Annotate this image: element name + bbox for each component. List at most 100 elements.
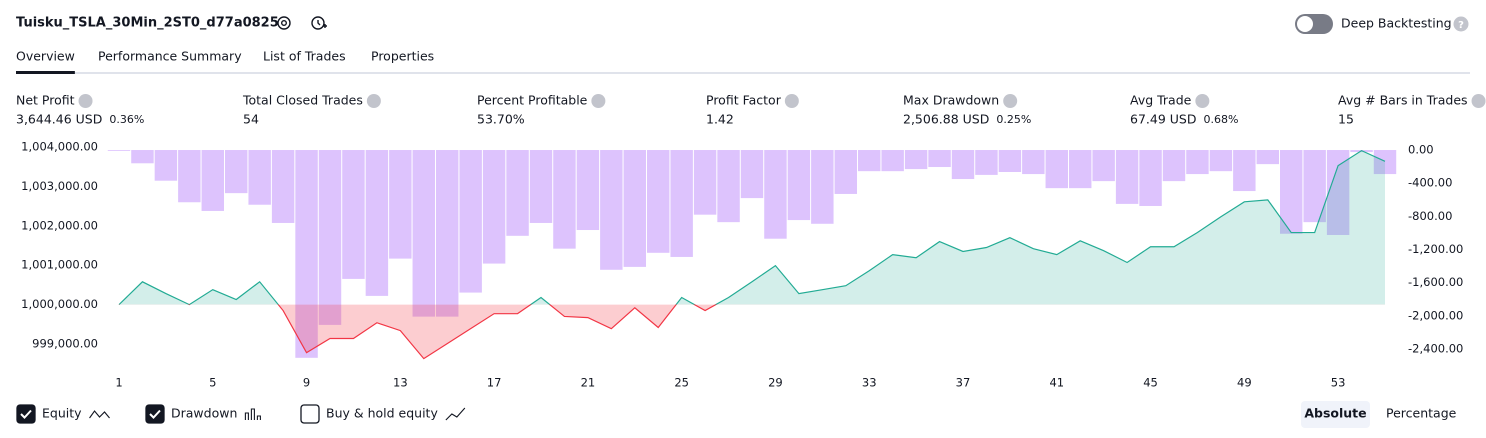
x-tick-label: 41 <box>1049 376 1064 390</box>
metric-label: Max Drawdown <box>903 93 999 108</box>
drawdown-bar <box>647 150 670 253</box>
y2-tick-label: -1,600.00 <box>1408 275 1463 289</box>
x-tick-label: 53 <box>1331 376 1346 390</box>
x-tick-label: 5 <box>209 376 216 390</box>
legend-icon <box>89 410 110 419</box>
y2-tick-label: -2,400.00 <box>1408 341 1463 355</box>
y-tick-label: 1,001,000.00 <box>21 258 98 272</box>
drawdown-bar <box>576 150 600 231</box>
y-tick-label: 1,000,000.00 <box>21 297 98 311</box>
tab[interactable]: Performance Summary <box>98 49 242 64</box>
drawdown-bar <box>858 150 881 172</box>
y-tick-label: 1,004,000.00 <box>21 140 98 154</box>
drawdown-bar <box>740 150 764 199</box>
y2-tick-label: 0.00 <box>1408 143 1434 157</box>
drawdown-bar <box>951 150 975 180</box>
drawdown-bar <box>928 150 951 168</box>
drawdown-bar <box>1233 150 1256 192</box>
drawdown-bar <box>1069 150 1092 189</box>
drawdown-bar <box>904 150 928 170</box>
drawdown-bar <box>881 150 904 172</box>
settings-icon[interactable] <box>277 16 291 30</box>
x-tick-label: 13 <box>393 376 408 390</box>
drawdown-bar <box>107 150 131 151</box>
info-icon[interactable] <box>1471 94 1486 108</box>
drawdown-bar <box>1139 150 1162 206</box>
y2-tick-label: -2,000.00 <box>1408 308 1463 322</box>
metric-label: Percent Profitable <box>477 93 588 108</box>
x-tick-label: 37 <box>956 376 971 390</box>
drawdown-bar <box>201 150 224 211</box>
x-tick-label: 45 <box>1143 376 1158 390</box>
drawdown-bar <box>553 150 576 249</box>
metric-value: 3,644.46 USD <box>16 112 102 127</box>
metric-percent: 0.68% <box>1203 113 1238 126</box>
tab[interactable]: Properties <box>371 49 434 64</box>
drawdown-bar <box>154 150 178 181</box>
drawdown-bar <box>600 150 623 270</box>
drawdown-bar <box>764 150 787 239</box>
metric-label: Avg # Bars in Trades <box>1338 93 1468 108</box>
x-tick-label: 33 <box>862 376 877 390</box>
view-button[interactable]: Percentage <box>1386 406 1457 421</box>
legend-checkbox[interactable] <box>145 404 165 424</box>
drawdown-bar <box>1256 150 1279 165</box>
metric-label: Net Profit <box>16 93 75 108</box>
drawdown-bar <box>1092 150 1115 182</box>
metric-value: 1.42 <box>706 112 734 127</box>
y2-tick-label: -800.00 <box>1408 209 1452 223</box>
drawdown-bar <box>670 150 693 257</box>
drawdown-bar <box>178 150 201 203</box>
absolute-button-bg[interactable] <box>1301 401 1370 428</box>
active-tab-underline <box>16 71 75 74</box>
y2-tick-label: -1,200.00 <box>1408 242 1463 256</box>
drawdown-bar <box>811 150 834 224</box>
info-icon[interactable] <box>591 94 606 108</box>
help-icon[interactable]: ? <box>1453 16 1469 32</box>
metric-label: Total Closed Trades <box>242 93 363 108</box>
drawdown-bar <box>693 150 717 215</box>
metric-value: 67.49 USD <box>1130 112 1196 127</box>
drawdown-bar <box>1209 150 1233 172</box>
drawdown-bar <box>1162 150 1186 182</box>
info-icon[interactable] <box>1003 94 1018 108</box>
drawdown-bar <box>271 150 295 223</box>
info-icon[interactable] <box>78 94 93 108</box>
legend-checkbox[interactable] <box>16 404 36 424</box>
info-icon[interactable] <box>784 94 799 108</box>
drawdown-bar <box>436 150 459 317</box>
deep-backtesting-toggle[interactable] <box>1295 14 1333 34</box>
metric-percent: 0.25% <box>996 113 1031 126</box>
drawdown-bar <box>1186 150 1209 175</box>
metric-label: Avg Trade <box>1130 93 1192 108</box>
drawdown-bar <box>318 150 342 325</box>
toggle-label: Deep Backtesting <box>1341 16 1452 31</box>
drawdown-bar <box>1115 150 1139 204</box>
drawdown-bar <box>623 150 646 267</box>
legend-label: Buy & hold equity <box>326 406 438 421</box>
x-tick-label: 1 <box>115 376 122 390</box>
x-tick-label: 9 <box>303 376 310 390</box>
drawdown-bar <box>1303 150 1326 223</box>
drawdown-bar <box>834 150 857 194</box>
drawdown-bar <box>389 150 412 259</box>
y-tick-label: 1,002,000.00 <box>21 218 98 232</box>
metric-percent: 0.36% <box>109 113 144 126</box>
view-button[interactable]: Absolute <box>1304 406 1366 421</box>
drawdown-bar <box>131 150 154 164</box>
info-icon[interactable] <box>366 94 381 108</box>
legend-checkbox[interactable] <box>300 404 320 424</box>
info-icon[interactable] <box>1195 94 1210 108</box>
tab[interactable]: Overview <box>16 49 75 64</box>
drawdown-bar <box>412 150 435 317</box>
legend-icon <box>445 407 466 421</box>
add-alert-icon[interactable] <box>311 16 327 30</box>
tab[interactable]: List of Trades <box>263 49 346 64</box>
metric-value: 15 <box>1338 112 1354 127</box>
drawdown-bar <box>998 150 1022 172</box>
drawdown-bar <box>365 150 389 296</box>
equity-area <box>119 150 1385 359</box>
drawdown-bar <box>342 150 365 279</box>
